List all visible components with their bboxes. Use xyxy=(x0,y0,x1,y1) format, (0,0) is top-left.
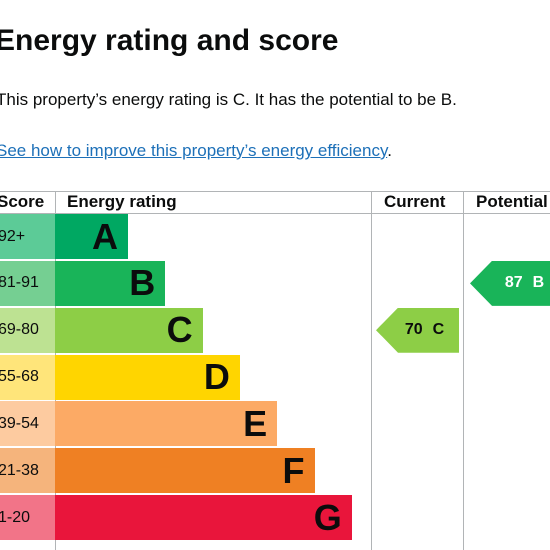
score-cell: 1-20 xyxy=(0,495,55,541)
current-arrow: 70 C xyxy=(376,307,459,353)
column-border xyxy=(463,191,464,550)
score-cell: 55-68 xyxy=(0,354,55,400)
link-suffix: . xyxy=(387,141,392,160)
table-border xyxy=(0,191,550,192)
link-line: See how to improve this property’s energ… xyxy=(0,141,392,161)
score-cell: 92+ xyxy=(0,214,55,259)
potential-arrow: 87 B xyxy=(470,260,550,306)
current-score: 70 xyxy=(404,321,423,339)
rating-bar: E xyxy=(55,401,278,447)
rating-bar: A xyxy=(55,214,128,259)
score-cell: 21-38 xyxy=(0,448,55,494)
current-band: C xyxy=(432,321,445,339)
potential-band: B xyxy=(532,274,545,292)
header-cell: Potential xyxy=(476,192,548,211)
rating-bar: C xyxy=(55,307,203,353)
score-cell: 81-91 xyxy=(0,260,55,306)
score-cell: 39-54 xyxy=(0,401,55,447)
title: Energy rating and score xyxy=(0,24,339,57)
rating-bar: G xyxy=(55,495,352,541)
header-cell: Energy rating xyxy=(67,192,177,211)
summary: This property’s energy rating is C. It h… xyxy=(0,90,457,109)
header-border xyxy=(0,213,550,214)
rating-bar: B xyxy=(55,260,166,306)
header-cell: Current xyxy=(384,192,446,211)
potential-score: 87 xyxy=(504,274,523,292)
header-cell: Score xyxy=(0,192,45,211)
rating-bar: D xyxy=(55,354,240,400)
column-border xyxy=(371,191,372,550)
improve-link[interactable]: See how to improve this property’s energ… xyxy=(0,141,388,160)
score-cell: 69-80 xyxy=(0,307,55,353)
rating-bar: F xyxy=(55,448,315,494)
